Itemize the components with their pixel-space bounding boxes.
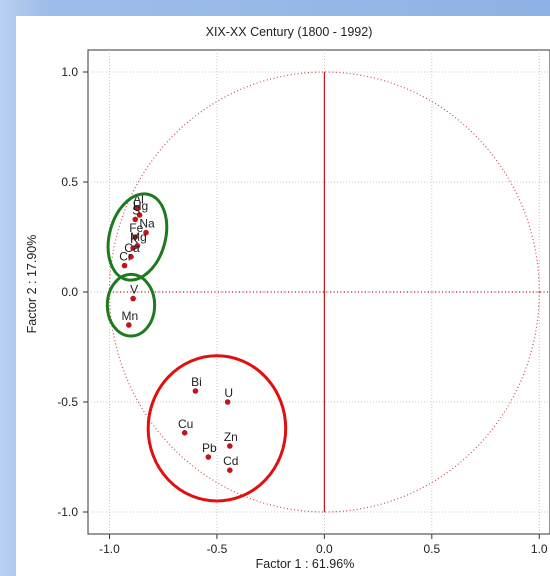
point-label: S (132, 203, 140, 217)
point-label: Bi (191, 375, 202, 389)
point-label: V (130, 283, 138, 297)
data-point (130, 295, 136, 302)
x-axis-title: Factor 1 : 61.96% (256, 557, 355, 571)
y-tick-label: 1.0 (61, 65, 78, 79)
point-label: Hg (133, 199, 148, 213)
chart-title: XIX-XX Century (1800 - 1992) (206, 25, 373, 39)
data-point (205, 454, 212, 460)
y-tick-label: 0.0 (61, 285, 78, 299)
x-tick-label: -0.5 (207, 542, 228, 556)
highlight-ellipse-red (146, 354, 288, 503)
data-point (192, 388, 199, 394)
data-point (126, 322, 132, 328)
point-label: K (130, 232, 138, 246)
data-point (227, 467, 233, 474)
data-point (121, 262, 128, 269)
data-point (227, 443, 233, 449)
point-label: Zn (224, 430, 238, 444)
data-point (136, 212, 143, 218)
data-point (132, 216, 139, 223)
point-label: Fe (129, 221, 143, 235)
x-tick-label: 1.0 (531, 542, 548, 556)
y-tick-label: -1.0 (57, 505, 78, 519)
plot-area: -1.0 -0.5 0.0 0.5 1.0 1.0 0.5 0.0 -0.5 -1.0 AlHgSN… (57, 49, 550, 556)
x-tick-label: -1.0 (99, 542, 120, 556)
data-point (134, 243, 141, 249)
y-tick-label: 0.5 (61, 175, 78, 189)
point-label: Mn (121, 309, 138, 323)
x-tick-label: 0.0 (316, 542, 333, 556)
point-label: Cd (223, 454, 238, 468)
point-label: U (224, 386, 233, 400)
y-axis-title: Factor 2 : 17.90% (25, 235, 39, 334)
x-tick-label: 0.5 (423, 542, 440, 556)
data-point (181, 430, 188, 436)
data-point (132, 234, 139, 240)
point-label: Na (139, 217, 155, 231)
data-point (224, 399, 231, 405)
data-point (128, 254, 134, 260)
data-point (130, 245, 136, 251)
point-label: Cr (119, 250, 132, 264)
point-label: Cu (178, 417, 193, 431)
highlight-ellipse-green (106, 192, 169, 282)
point-label: Al (133, 192, 144, 206)
point-label: Ca (124, 241, 140, 255)
data-point (143, 229, 149, 236)
point-label: Mg (130, 230, 147, 244)
point-label: Pb (202, 441, 217, 455)
highlight-ellipse-green (105, 272, 157, 338)
pca-scatter-chart: XIX-XX Century (1800 - 1992) Factor 1 : … (25, 25, 550, 571)
data-point (134, 205, 141, 212)
chart-panel: XIX-XX Century (1800 - 1992) Factor 1 : … (16, 16, 550, 576)
y-tick-label: -0.5 (57, 395, 78, 409)
